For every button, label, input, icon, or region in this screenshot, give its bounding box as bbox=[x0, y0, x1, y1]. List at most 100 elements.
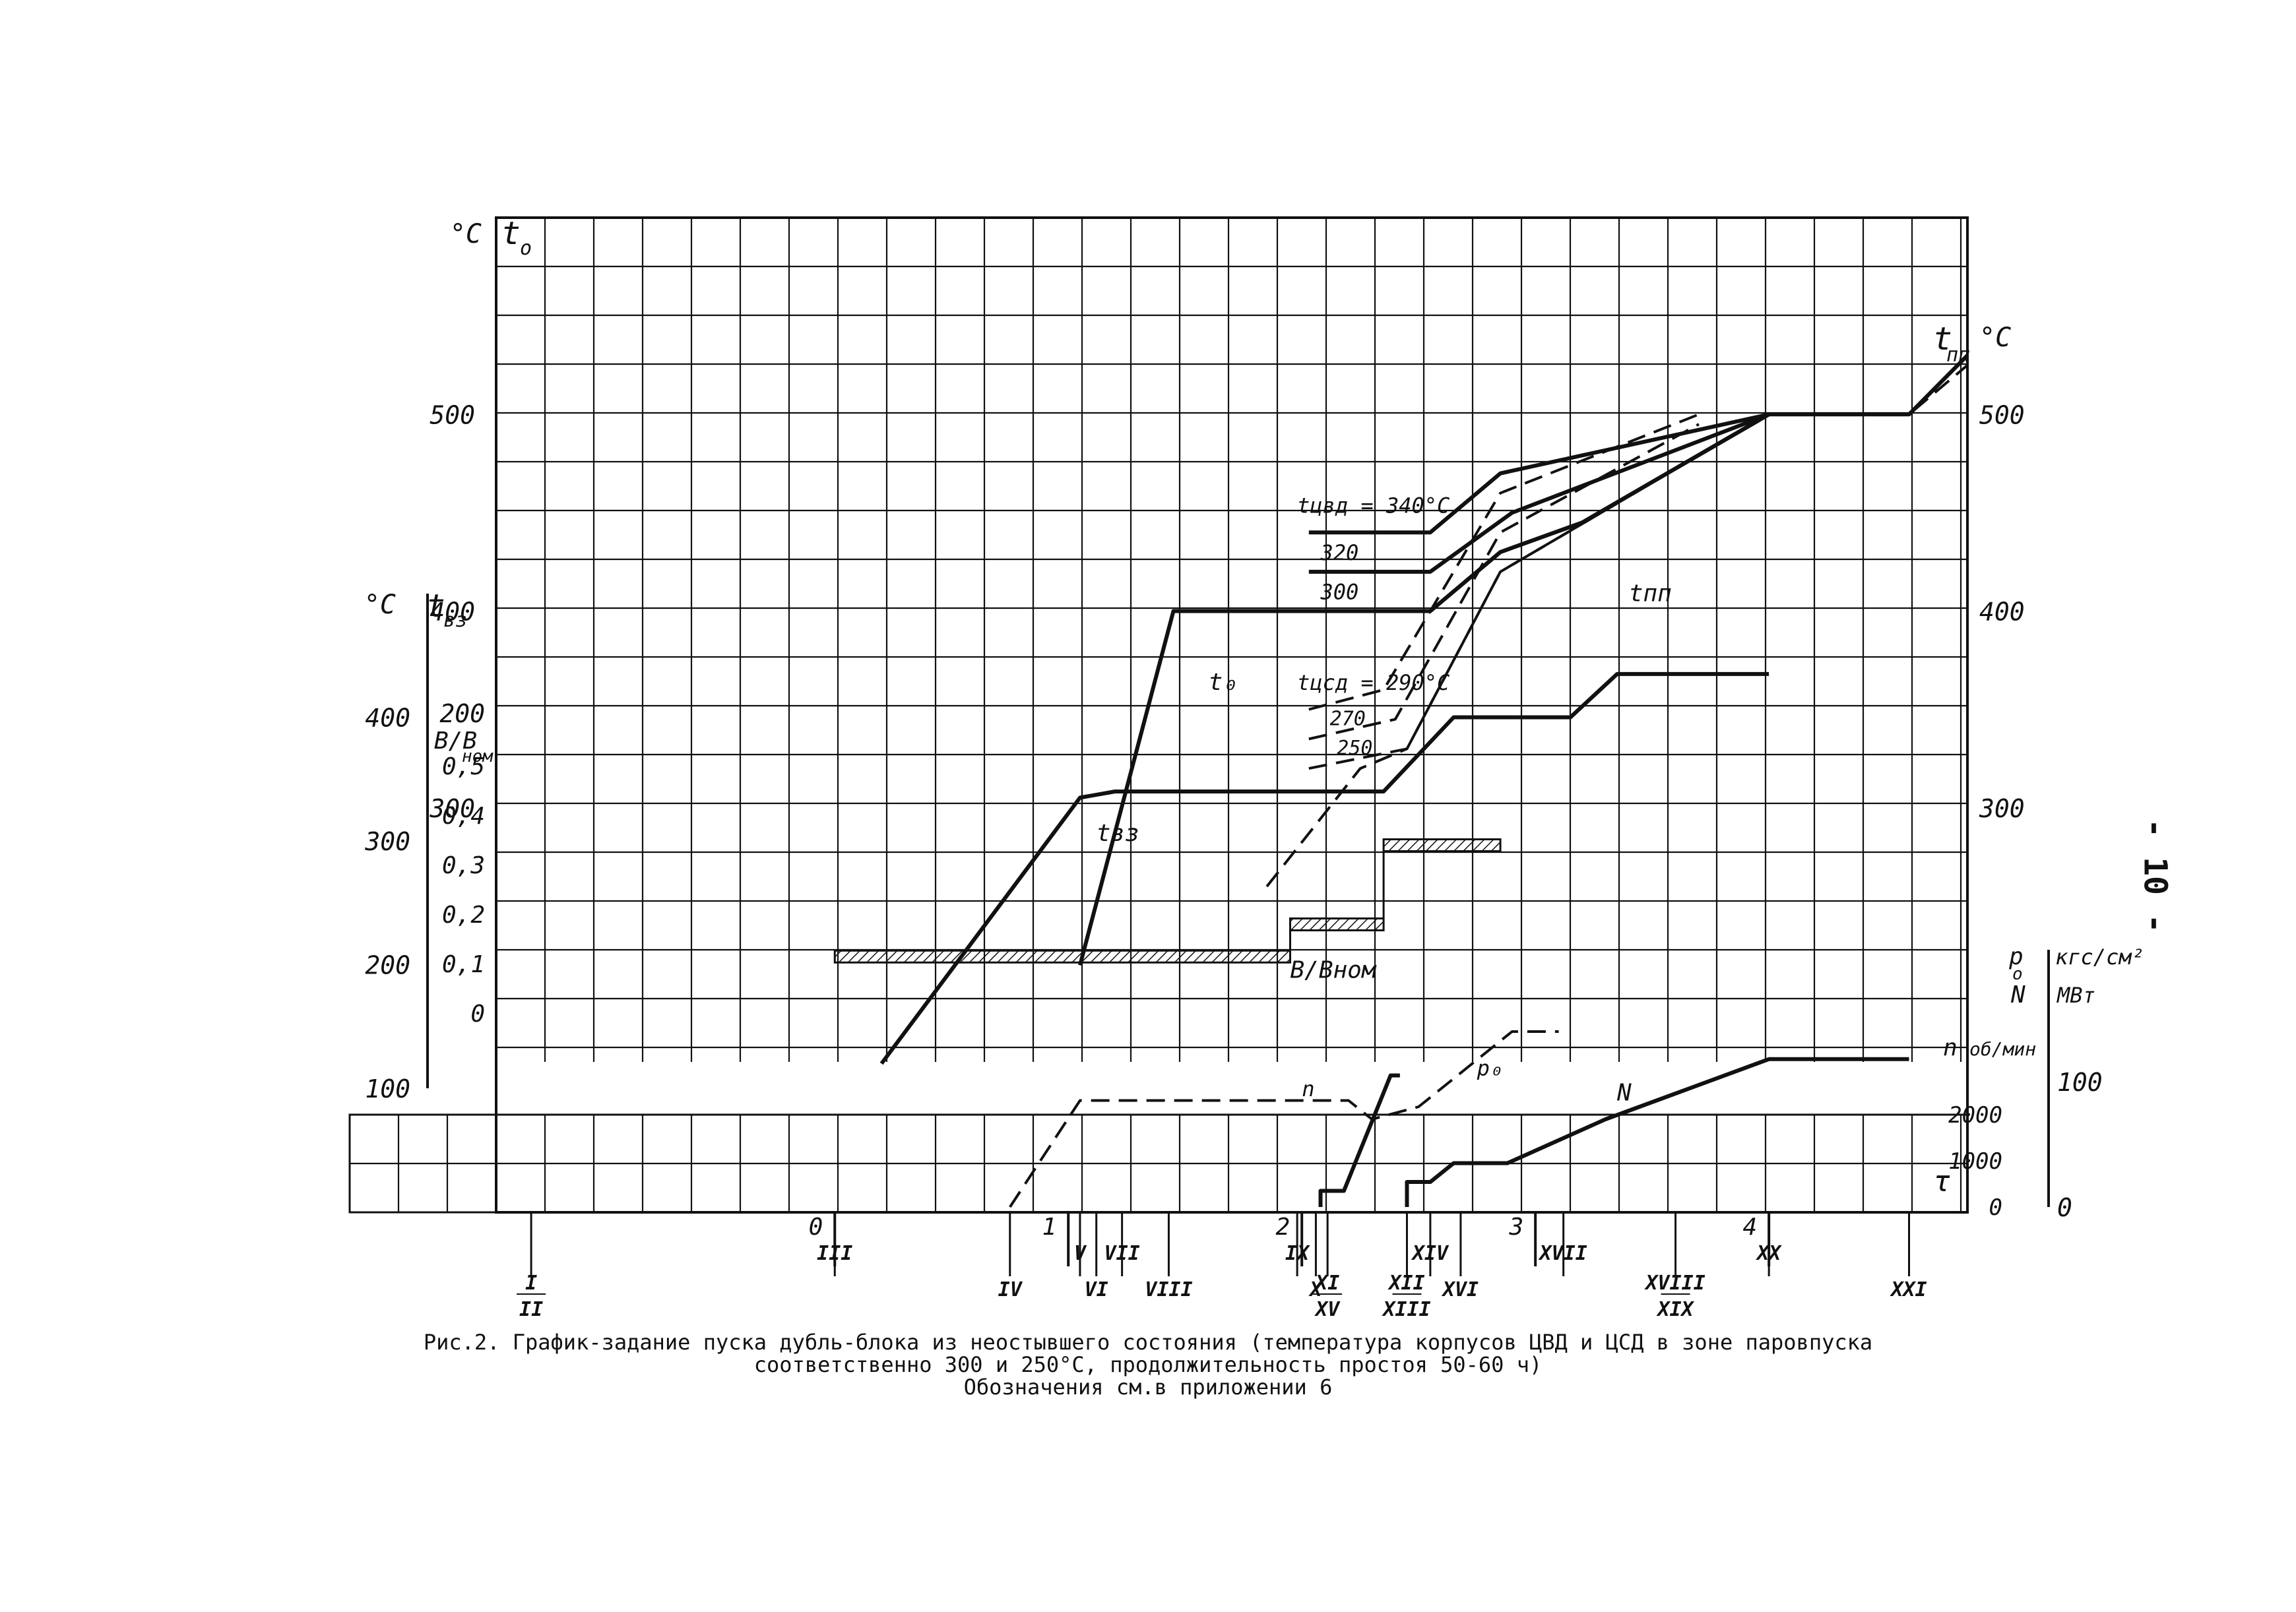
stage-mark-label: III bbox=[817, 1242, 852, 1265]
series-line-8 bbox=[879, 671, 1770, 1065]
axis-sub-tvz: вз bbox=[443, 609, 467, 632]
stage-mark-label: XVII bbox=[1538, 1242, 1587, 1265]
tick-label-p0N: 100 bbox=[2057, 1068, 2103, 1097]
figure-caption-line-2: соответственно 300 и 250°C, продолжитель… bbox=[753, 1352, 1543, 1377]
series-line-3 bbox=[1308, 412, 1770, 535]
stage-mark-label: XII bbox=[1387, 1272, 1424, 1295]
tick-label-n: 2000 bbox=[1948, 1102, 2002, 1129]
label-n: n bbox=[1302, 1076, 1314, 1101]
page-number: - 10 - bbox=[2136, 819, 2174, 933]
x-tick-label-hour: 0 bbox=[809, 1214, 823, 1241]
tick-label-tvz: 300 bbox=[364, 827, 410, 856]
tick-label-bbnom: 0,2 bbox=[442, 902, 485, 929]
tick-label-bbnom: 0 bbox=[470, 1001, 485, 1028]
stage-mark-label: VI bbox=[1085, 1278, 1108, 1301]
chart-series bbox=[833, 354, 1969, 1208]
label-tcsd-290: tцсд = 290°C bbox=[1297, 670, 1450, 695]
chart-grid bbox=[348, 216, 1969, 1214]
tick-label-p0N: 0 bbox=[2057, 1193, 2072, 1222]
axis-unit-t0: °C bbox=[450, 219, 482, 249]
tick-label-tpp: 300 bbox=[1979, 794, 2025, 823]
series-line-0 bbox=[1078, 354, 1969, 966]
stage-mark-sublabel: XIII bbox=[1381, 1298, 1430, 1321]
stage-mark-label: I bbox=[525, 1272, 537, 1295]
label-tvz: tвз bbox=[1097, 820, 1139, 847]
tick-label-tpp: 500 bbox=[1979, 400, 2025, 429]
tick-label-t0: 400 bbox=[430, 598, 475, 627]
tick-label-tvz: 400 bbox=[365, 704, 410, 733]
tick-label-t0: 300 bbox=[429, 794, 475, 823]
tick-label-tvz: 100 bbox=[365, 1074, 410, 1103]
x-tick-label-hour: 1 bbox=[1042, 1214, 1057, 1241]
series-line-12 bbox=[1405, 1057, 1909, 1207]
label-p0: p₀ bbox=[1477, 1056, 1503, 1081]
series-line-2 bbox=[1308, 412, 1770, 574]
axis-unit-tpp: °C bbox=[1979, 323, 2011, 353]
axis-label-p0: p bbox=[2008, 943, 2024, 970]
series-line-11 bbox=[1009, 1030, 1559, 1208]
tick-label-n: 0 bbox=[1989, 1194, 2002, 1221]
stage-mark-label: XX bbox=[1755, 1242, 1782, 1265]
stage-mark-label: VII bbox=[1104, 1242, 1140, 1265]
stage-mark-label: IV bbox=[998, 1278, 1023, 1301]
stage-mark-label: XI bbox=[1314, 1272, 1339, 1295]
series-line-7 bbox=[1308, 413, 1700, 711]
label-tcsd-250: 250 bbox=[1337, 737, 1372, 760]
axis-label-t0: t bbox=[501, 215, 521, 252]
stage-mark-sublabel: II bbox=[519, 1298, 543, 1321]
label-tpp: tпп bbox=[1629, 580, 1672, 607]
figure-caption-line-1: Рис.2. График-задание пуска дубль-блока … bbox=[423, 1330, 1873, 1355]
series-line-5 bbox=[1308, 413, 1770, 770]
axis-label-n: n bbox=[1943, 1034, 1958, 1061]
axis-unit-tvz: °C bbox=[364, 590, 396, 620]
stage-mark-label: XIV bbox=[1411, 1242, 1450, 1265]
stage-mark-label: IX bbox=[1285, 1242, 1310, 1265]
series-line-10 bbox=[1318, 1073, 1400, 1207]
stage-mark-label: X bbox=[1308, 1278, 1323, 1301]
axis-sub-bbnom: ном bbox=[462, 747, 494, 766]
series-line-6 bbox=[1308, 423, 1700, 741]
label-tcvd-320: 320 bbox=[1320, 540, 1359, 565]
axis-unit-n: об/мин bbox=[1969, 1038, 2036, 1060]
tick-label-tpp: 400 bbox=[1979, 598, 2025, 627]
x-tick-label-hour: 4 bbox=[1742, 1214, 1757, 1241]
tick-label-bbnom: 0,5 bbox=[442, 753, 485, 780]
axis-unit-N: МВт bbox=[2057, 983, 2095, 1008]
figure-caption-line-3: Обозначения см.в приложении 6 bbox=[963, 1375, 1333, 1400]
label-N: N bbox=[1616, 1080, 1632, 1107]
axis-sub-t0: о bbox=[520, 237, 532, 260]
axis-unit-p0: кгс/см² bbox=[2055, 945, 2144, 970]
tick-label-bbnom: 0,1 bbox=[442, 951, 485, 978]
stage-mark-label: XVIII bbox=[1643, 1272, 1705, 1295]
stage-mark-sublabel: XV bbox=[1314, 1298, 1341, 1321]
label-tcvd-340: tцвд = 340°C bbox=[1297, 493, 1450, 518]
axis-label-tau: τ bbox=[1933, 1165, 1951, 1198]
axis-label-tvz: t bbox=[426, 588, 445, 625]
x-tick-label-hour: 2 bbox=[1276, 1214, 1291, 1241]
label-tcsd-270: 270 bbox=[1330, 707, 1366, 730]
x-tick-label-hour: 3 bbox=[1508, 1214, 1523, 1241]
series-line-4 bbox=[1265, 364, 1969, 888]
stage-mark-label: XVI bbox=[1441, 1278, 1479, 1301]
label-t0: t₀ bbox=[1209, 669, 1237, 696]
stage-mark-sublabel: XIX bbox=[1655, 1298, 1694, 1321]
tick-label-tvz: 200 bbox=[365, 951, 410, 980]
tick-label-t0: 500 bbox=[430, 400, 475, 429]
stage-mark-label: XXI bbox=[1889, 1278, 1927, 1301]
tick-label-t0-200: 200 bbox=[439, 699, 485, 728]
tick-label-bbnom: 0,3 bbox=[442, 852, 485, 879]
axis-sub-p0: о bbox=[2012, 964, 2023, 984]
plot-frame bbox=[495, 216, 1969, 1214]
axis-label-bbnom: B/B bbox=[434, 728, 477, 755]
stage-mark-label: VIII bbox=[1145, 1278, 1192, 1301]
label-bbnom: B/Bном bbox=[1290, 957, 1376, 984]
axis-label-N: N bbox=[2010, 981, 2025, 1008]
tick-label-n: 1000 bbox=[1948, 1148, 2002, 1175]
tick-label-bbnom: 0,4 bbox=[442, 803, 485, 830]
series-band-bbnom bbox=[833, 838, 1502, 964]
axis-label-tpp: t bbox=[1933, 321, 1952, 357]
